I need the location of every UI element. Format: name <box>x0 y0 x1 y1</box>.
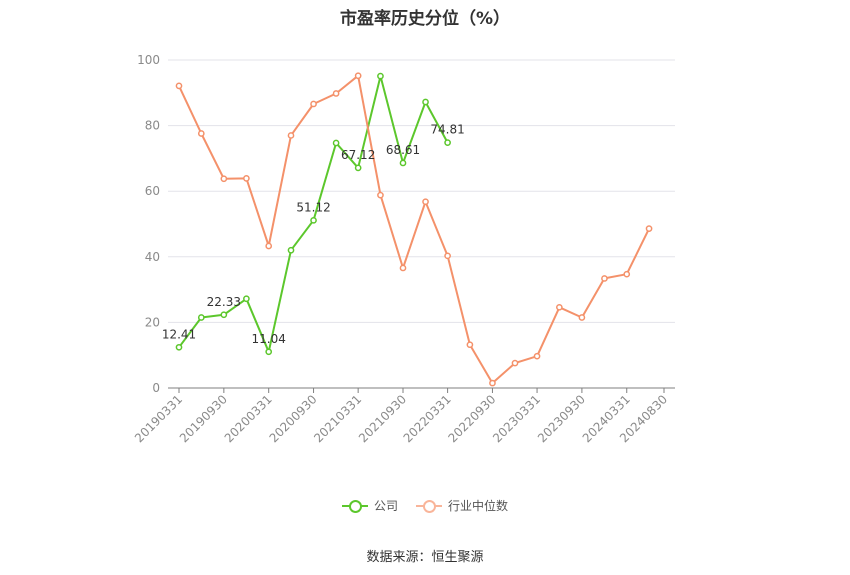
x-tick-label: 20190331 <box>132 392 185 445</box>
data-point-industry <box>332 90 340 97</box>
data-point-industry <box>399 264 407 272</box>
legend-company-marker-icon <box>341 499 368 513</box>
data-point-industry <box>645 225 653 232</box>
data-point-industry <box>533 352 541 360</box>
data-point-industry <box>354 72 362 80</box>
data-label: 11.04 <box>252 332 286 346</box>
data-point-industry <box>556 303 563 311</box>
data-point-industry <box>623 270 631 278</box>
legend-industry-label: 行业中位数 <box>448 499 509 513</box>
data-point-industry <box>489 379 496 387</box>
data-point-industry <box>578 314 586 321</box>
data-point-industry <box>444 252 451 260</box>
data-source-note: 数据来源：恒生聚源 <box>366 550 484 565</box>
x-tick-label: 20210930 <box>356 392 409 445</box>
data-label: 22.33 <box>207 295 241 309</box>
y-tick-label: 0 <box>152 381 160 395</box>
data-point-company <box>265 348 273 356</box>
legend-item-company[interactable]: 公司 <box>341 497 398 514</box>
data-point-company <box>399 159 407 167</box>
data-point-company <box>377 72 384 80</box>
x-tick-label: 20230930 <box>535 392 588 445</box>
data-point-industry <box>265 242 273 250</box>
data-point-industry <box>287 132 295 139</box>
legend: 公司 行业中位数 <box>0 497 850 514</box>
data-point-industry <box>377 191 384 199</box>
series-lines <box>175 72 653 387</box>
y-tick-label: 80 <box>145 119 160 133</box>
data-point-industry <box>601 275 608 282</box>
data-point-industry <box>243 175 250 182</box>
x-tick-label: 20190930 <box>177 392 230 445</box>
data-label: 51.12 <box>296 200 330 214</box>
x-tick-label: 20200331 <box>222 392 275 445</box>
data-point-company <box>310 216 317 224</box>
data-point-company <box>444 139 451 146</box>
chart-title: 市盈率历史分位（%） <box>339 9 511 29</box>
data-point-industry <box>466 341 474 349</box>
data-label: 67.12 <box>341 148 375 162</box>
data-point-company <box>197 314 205 321</box>
data-label: 74.81 <box>430 123 464 137</box>
x-tick-label: 20220930 <box>445 392 498 445</box>
data-point-company <box>422 98 429 106</box>
y-tick-label: 20 <box>145 315 160 329</box>
grid-lines <box>168 59 675 323</box>
legend-item-industry[interactable]: 行业中位数 <box>416 497 508 514</box>
data-label: 68.61 <box>386 143 420 157</box>
legend-company-label: 公司 <box>373 499 398 513</box>
data-point-company <box>332 139 340 147</box>
x-tick-label: 20210331 <box>311 392 364 445</box>
y-tick-label: 40 <box>145 250 160 264</box>
data-point-company <box>354 164 362 172</box>
data-point-company <box>287 246 295 254</box>
data-point-company <box>220 311 228 319</box>
data-labels: 12.41 22.33 11.04 51.12 67.12 68.61 74.81 <box>162 123 465 346</box>
data-point-industry <box>310 100 317 108</box>
x-tick-label: 20200930 <box>267 392 320 445</box>
data-point-company <box>243 295 250 303</box>
data-point-company <box>175 343 183 351</box>
series-line-industry <box>178 74 650 385</box>
data-point-industry <box>422 198 429 206</box>
y-tick-label: 100 <box>137 53 160 67</box>
data-point-industry <box>511 359 519 367</box>
legend-industry-marker-icon <box>416 499 442 513</box>
data-point-industry <box>197 130 205 137</box>
x-tick-label: 20230331 <box>490 392 543 445</box>
data-label: 12.41 <box>162 327 196 341</box>
x-tick-label: 20220331 <box>401 392 454 445</box>
data-point-industry <box>175 82 183 90</box>
axes: 0 20 40 60 80 100 2019033120190930202003312020… <box>132 53 675 445</box>
data-point-industry <box>220 175 228 183</box>
y-tick-label: 60 <box>145 184 160 198</box>
